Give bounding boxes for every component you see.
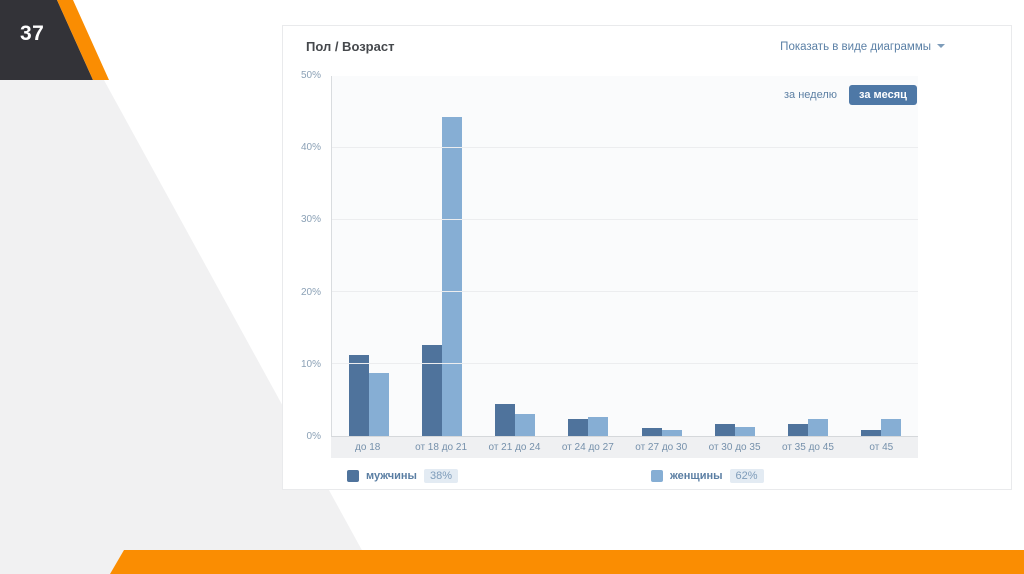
bar-group <box>625 76 698 436</box>
period-month-button[interactable]: за месяц <box>849 85 917 105</box>
bar-мужчины <box>421 344 442 436</box>
bar-мужчины <box>495 404 516 436</box>
legend-item-female: женщины 62% <box>651 468 764 484</box>
x-category-label: от 27 до 30 <box>635 442 688 453</box>
x-category-label: от 45 <box>869 442 894 453</box>
y-tick-label: 10% <box>300 358 321 370</box>
x-category-label: от 24 до 27 <box>561 442 614 453</box>
bar-group <box>698 76 771 436</box>
y-tick-label: 0% <box>306 431 321 442</box>
legend-badge-male: 38% <box>423 469 458 483</box>
panel-title: Пол / Возраст <box>306 39 395 54</box>
bar-женщины <box>808 419 829 436</box>
bar-мужчины <box>641 428 662 436</box>
show-as-diagram-link[interactable]: Показать в виде диаграммы <box>780 41 945 53</box>
bar-женщины <box>515 413 536 436</box>
x-category-label: от 18 до 21 <box>415 442 468 453</box>
x-axis-labels: до 18 от 18 до 21 от 21 до 24 от 24 до 27 от… <box>331 437 918 458</box>
plot-area <box>331 76 918 437</box>
bar-мужчины <box>861 429 882 436</box>
bar-мужчины <box>568 418 589 436</box>
chevron-down-icon <box>937 44 945 48</box>
y-tick-label: 20% <box>300 286 321 298</box>
slide-number: 37 <box>20 22 45 45</box>
bar-group <box>405 76 478 436</box>
bar-group <box>332 76 405 436</box>
x-category-label: до 18 <box>355 442 381 453</box>
y-axis-labels: 0% 10% 20% 30% 40% 50% <box>283 70 327 442</box>
bar-group <box>479 76 552 436</box>
bar-женщины <box>881 418 902 436</box>
period-week-button[interactable]: за неделю <box>784 89 838 101</box>
bar-group <box>845 76 918 436</box>
show-as-diagram-label: Показать в виде диаграммы <box>780 41 931 53</box>
female-swatch-icon <box>651 470 663 482</box>
bar-group <box>552 76 625 436</box>
bar-group <box>772 76 845 436</box>
stats-panel: Пол / Возраст Показать в виде диаграммы … <box>282 25 1012 490</box>
bar-мужчины <box>348 355 369 436</box>
bar-женщины <box>441 117 462 436</box>
gridline <box>332 147 918 148</box>
male-swatch-icon <box>347 470 359 482</box>
x-category-label: от 35 до 45 <box>781 442 834 453</box>
bar-женщины <box>588 416 609 436</box>
gridline <box>332 219 918 220</box>
legend-item-male: мужчины 38% <box>347 468 458 484</box>
gridline <box>332 363 918 364</box>
legend-label-male: мужчины <box>366 470 417 482</box>
gridline <box>332 291 918 292</box>
bars-container <box>332 76 918 436</box>
legend-badge-female: 62% <box>729 469 764 483</box>
legend-label-female: женщины <box>670 470 723 482</box>
y-tick-label: 40% <box>300 142 321 154</box>
x-category-label: от 30 до 35 <box>708 442 761 453</box>
bar-женщины <box>368 372 389 436</box>
y-tick-label: 50% <box>300 70 321 81</box>
period-toggle: за неделю за месяц <box>784 85 917 105</box>
bar-мужчины <box>714 424 735 436</box>
bar-мужчины <box>788 423 809 436</box>
y-tick-label: 30% <box>300 214 321 226</box>
x-category-label: от 21 до 24 <box>488 442 541 453</box>
bar-женщины <box>661 430 682 436</box>
bar-женщины <box>734 427 755 436</box>
